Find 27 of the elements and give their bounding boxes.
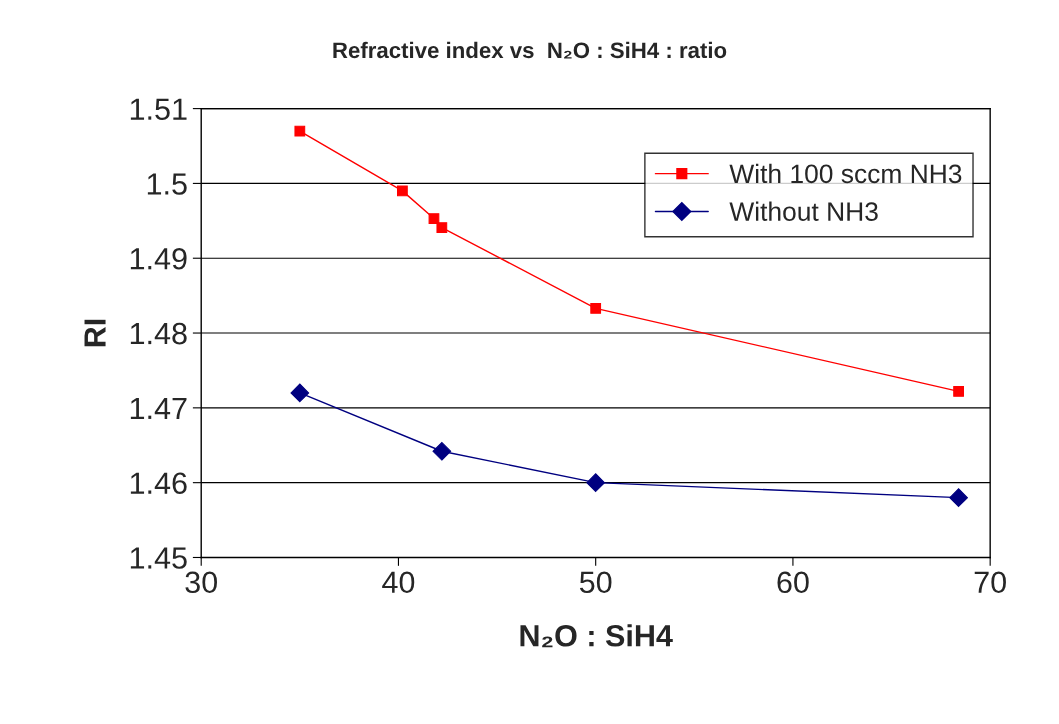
y-tick-label: 1.49 <box>130 247 187 270</box>
point <box>436 222 448 233</box>
y-tick-label: 1.46 <box>130 472 187 495</box>
point <box>432 441 452 461</box>
y-tick-label: 1.45 <box>130 547 187 569</box>
y-tick-label: 1.51 <box>130 98 187 120</box>
y-tick-label: 1.47 <box>130 397 187 419</box>
x-tick-label: 30 <box>185 571 218 594</box>
x-tick-label: 70 <box>974 571 1006 594</box>
y-axis-title: RI <box>84 319 106 347</box>
point <box>397 185 408 197</box>
x-tick-label: 60 <box>777 571 809 594</box>
point <box>294 125 306 137</box>
point <box>953 386 964 397</box>
y-tick-label: 1.5 <box>147 173 187 195</box>
point <box>428 213 440 224</box>
x-axis-title: N₂O : SiH4 <box>520 624 673 648</box>
point <box>586 473 606 493</box>
y-tick-label: 1.48 <box>130 322 187 345</box>
x-tick-label: 40 <box>382 571 415 594</box>
legend-label: With 100 sccm NH3 <box>729 163 962 184</box>
point <box>949 488 968 507</box>
point <box>290 383 310 403</box>
point <box>590 302 602 314</box>
legend-label: Without NH3 <box>729 201 878 221</box>
x-tick-label: 50 <box>579 571 612 594</box>
chart-title: Refractive index vs N₂O : SiH4 : ratio <box>333 41 727 59</box>
